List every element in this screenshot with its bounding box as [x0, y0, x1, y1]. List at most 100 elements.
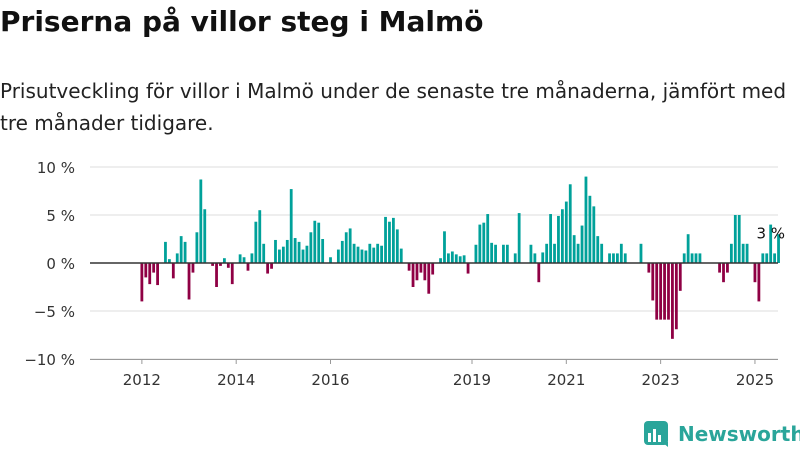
- bar: [297, 241, 301, 263]
- bar: [395, 229, 399, 263]
- x-tick-label: 2014: [217, 371, 255, 389]
- bar: [230, 263, 234, 285]
- bar: [651, 263, 655, 301]
- latest-value-annotation: 3 %: [756, 224, 785, 242]
- bar: [443, 231, 446, 263]
- bar: [215, 263, 218, 287]
- bar: [478, 224, 482, 263]
- bar: [195, 232, 199, 263]
- bar: [266, 263, 270, 274]
- x-tick-label: 2016: [311, 371, 349, 389]
- bar: [152, 263, 156, 273]
- bar-chart: 10 % 5 % 0 % −5 % −10 % 2012 2014 2016 2019 2021 2…: [24, 159, 785, 389]
- bar: [671, 263, 674, 339]
- bar: [454, 254, 458, 263]
- bar: [769, 224, 773, 263]
- bar: [549, 214, 552, 263]
- bar: [659, 263, 663, 320]
- bar: [270, 263, 273, 269]
- bar: [745, 243, 749, 263]
- bar: [553, 243, 556, 263]
- bar: [541, 252, 545, 263]
- bar: [718, 263, 721, 273]
- bar: [336, 249, 340, 263]
- bar: [289, 189, 293, 263]
- bar: [568, 184, 572, 263]
- bar: [588, 195, 592, 263]
- bar: [592, 206, 596, 263]
- bar: [171, 263, 175, 279]
- y-tick-label: −10 %: [24, 351, 75, 369]
- y-tick-label: 5 %: [46, 207, 75, 225]
- bar: [564, 201, 568, 263]
- bar: [144, 263, 148, 278]
- bar: [466, 263, 470, 274]
- bar: [655, 263, 659, 320]
- y-tick-label: −5 %: [34, 303, 75, 321]
- x-tick-label: 2021: [547, 371, 585, 389]
- bar: [183, 241, 187, 263]
- bar: [242, 257, 246, 263]
- bar: [415, 263, 419, 281]
- bar: [258, 210, 262, 263]
- bar: [356, 246, 360, 263]
- bar: [737, 215, 741, 263]
- bar: [619, 243, 623, 263]
- y-tick-label: 0 %: [46, 255, 75, 273]
- bar: [340, 240, 344, 263]
- bar: [211, 263, 215, 266]
- bar: [557, 215, 560, 263]
- bar: [773, 253, 776, 263]
- bar: [678, 263, 682, 291]
- bar: [663, 263, 666, 320]
- bar: [733, 215, 737, 263]
- brand-name: Newsworthy: [678, 422, 800, 446]
- newsworthy-chart-logo-icon: [644, 421, 668, 447]
- bar: [450, 251, 454, 263]
- bar: [329, 257, 332, 263]
- bar: [281, 246, 285, 263]
- bar: [533, 253, 537, 263]
- bar: [529, 244, 533, 263]
- bar: [726, 263, 729, 273]
- bar: [490, 242, 494, 263]
- bar: [238, 254, 242, 263]
- bar: [423, 263, 427, 281]
- bar: [278, 249, 281, 263]
- bar: [148, 263, 152, 285]
- bar: [368, 243, 372, 263]
- chart-subtitle: Prisutveckling för villor i Malmö under …: [0, 79, 787, 135]
- bar: [674, 263, 678, 330]
- bar: [722, 263, 725, 283]
- bar: [274, 239, 277, 263]
- bar: [199, 179, 203, 263]
- bar: [156, 263, 159, 286]
- brand-logo: Newsworthy: [644, 419, 800, 449]
- bar: [140, 263, 144, 302]
- bar: [686, 234, 690, 263]
- bar: [612, 253, 615, 263]
- bar: [262, 243, 266, 263]
- bar: [348, 228, 352, 263]
- bar: [537, 263, 541, 283]
- bars: [140, 176, 780, 339]
- bar: [502, 244, 505, 263]
- bar: [293, 238, 297, 263]
- bar: [757, 263, 761, 302]
- bar: [458, 256, 462, 263]
- bar: [608, 253, 611, 263]
- bar: [372, 247, 376, 263]
- x-tick-label: 2012: [123, 371, 161, 389]
- bar: [482, 222, 486, 263]
- bar: [761, 253, 765, 263]
- bar: [572, 235, 576, 263]
- bar: [513, 253, 517, 263]
- bar: [167, 259, 171, 263]
- chart-title: Priserna på villor steg i Malmö: [0, 5, 484, 38]
- x-tick-label: 2025: [736, 371, 774, 389]
- bar: [344, 232, 348, 263]
- bar: [600, 243, 604, 263]
- bar: [474, 244, 478, 263]
- bar: [682, 253, 686, 263]
- bar: [179, 236, 183, 263]
